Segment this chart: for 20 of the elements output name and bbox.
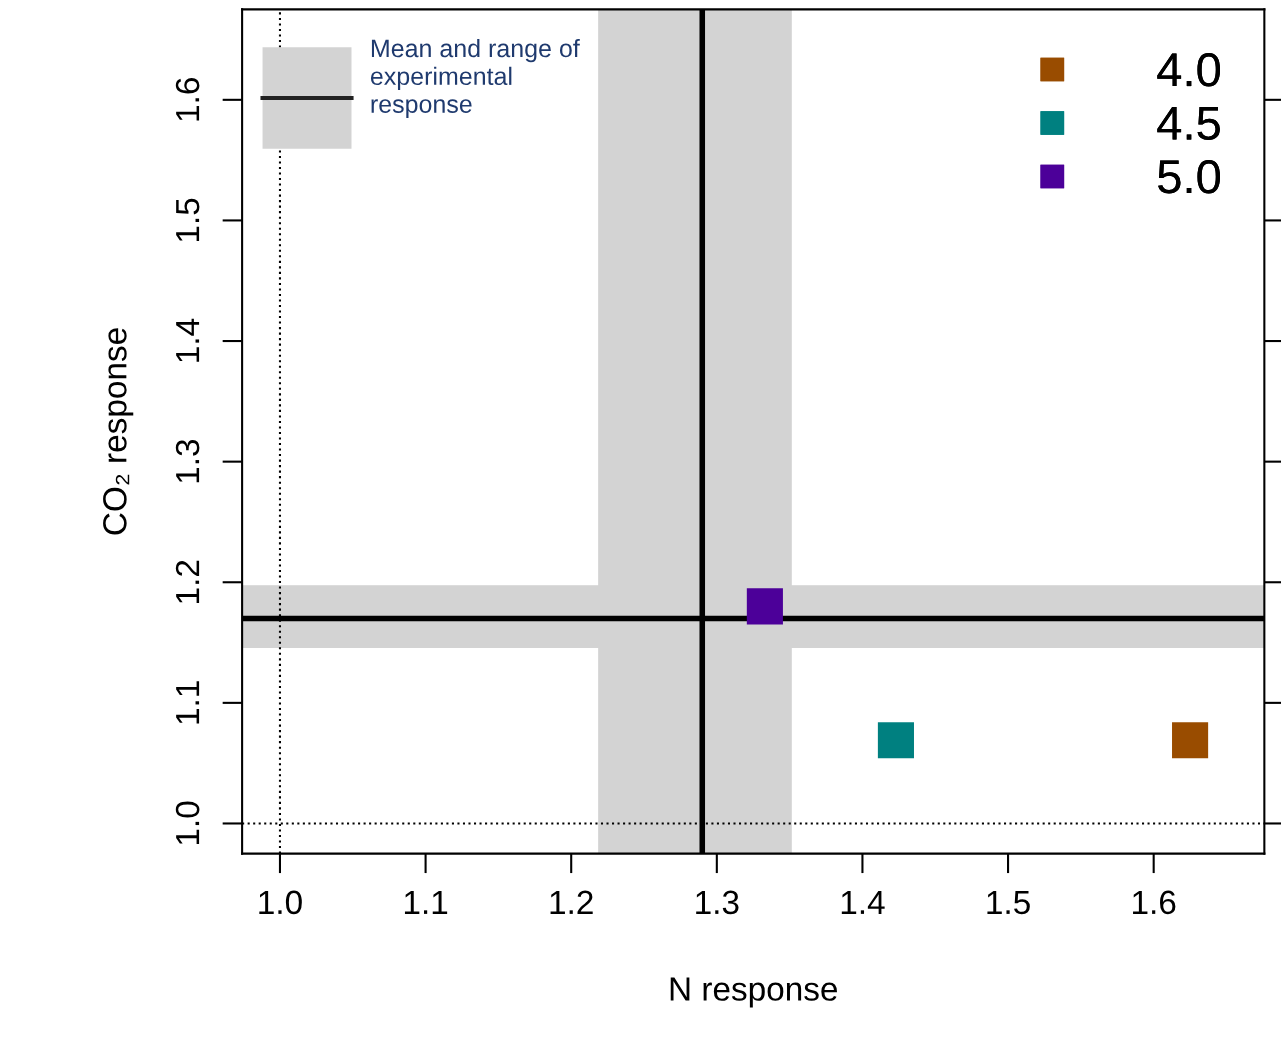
legend-label: 5.0 xyxy=(1158,160,1221,194)
x-tick-label: 1.0 xyxy=(259,890,302,915)
x-tick-label: 1.6 xyxy=(1133,890,1176,915)
x-tick-label: 1.1 xyxy=(404,890,448,914)
y-tick-label: 1.5 xyxy=(176,198,200,242)
y-tick-label: 1.3 xyxy=(175,439,200,483)
x-tick-label: 1.3 xyxy=(696,890,739,915)
x-tick-label: 1.4 xyxy=(841,890,885,914)
y-tick-label: 1.0 xyxy=(175,801,200,845)
band-label: Mean and range of experimental response xyxy=(370,38,580,118)
y-tick-label: 1.2 xyxy=(175,560,200,603)
legend-label: 4.5 xyxy=(1157,107,1220,141)
x-tick-label: 1.2 xyxy=(550,890,593,914)
y-axis-title: CO₂ response xyxy=(103,328,134,535)
y-tick-label: 1.4 xyxy=(176,318,200,362)
x-axis-title: N response xyxy=(670,977,837,1008)
x-tick-label: 1.5 xyxy=(987,890,1030,915)
y-tick-label: 1.1 xyxy=(176,681,200,724)
y-tick-label: 1.6 xyxy=(175,78,200,121)
legend-label: 4.0 xyxy=(1157,53,1221,87)
